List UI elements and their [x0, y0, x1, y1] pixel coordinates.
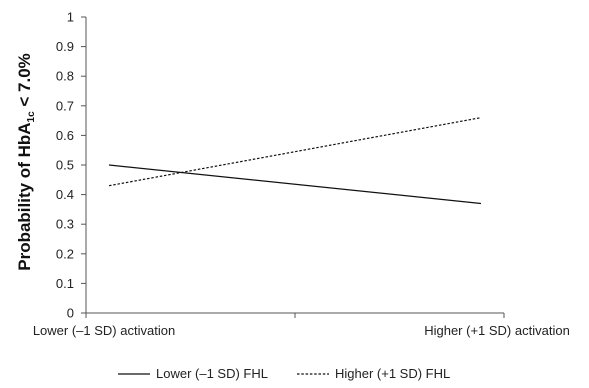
y-tick-label: 0.1: [56, 276, 74, 291]
x-axis-ticks: Lower (–1 SD) activation Higher (+1 SD) a…: [33, 313, 570, 338]
y-tick-label: 1: [67, 10, 74, 25]
y-tick-label: 0.3: [56, 217, 74, 232]
series-line-1: [108, 164, 482, 205]
y-tick-label: 0: [67, 306, 74, 321]
y-tick-label: 0.2: [56, 246, 74, 261]
y-axis-title-subscript: 1c: [26, 111, 37, 123]
y-tick-label: 0.8: [56, 69, 74, 84]
y-axis-title: Probability of HbA1c < 7.0%: [15, 53, 37, 271]
y-tick-label: 0.6: [56, 128, 74, 143]
y-axis-title-prefix: Probability of HbA: [15, 122, 34, 270]
legend: Lower (–1 SD) FHL Higher (+1 SD) FHL: [118, 366, 450, 381]
x-category-label: Lower (–1 SD) activation: [33, 323, 175, 338]
y-tick-label: 0.7: [56, 98, 74, 113]
y-axis-title-suffix: < 7.0%: [15, 53, 34, 111]
y-tick-label: 0.9: [56, 39, 74, 54]
y-axis-ticks: 0 0.1 0.2 0.3 0.4 0.5 0.6 0.7 0.8 0.9 1: [56, 10, 86, 321]
legend-label-2: Higher (+1 SD) FHL: [335, 366, 450, 381]
series-line-2: [108, 117, 482, 187]
legend-label-1: Lower (–1 SD) FHL: [156, 366, 268, 381]
y-tick-label: 0.4: [56, 187, 74, 202]
y-tick-label: 0.5: [56, 158, 74, 173]
x-category-label: Higher (+1 SD) activation: [424, 323, 570, 338]
series-lines: [108, 117, 482, 205]
